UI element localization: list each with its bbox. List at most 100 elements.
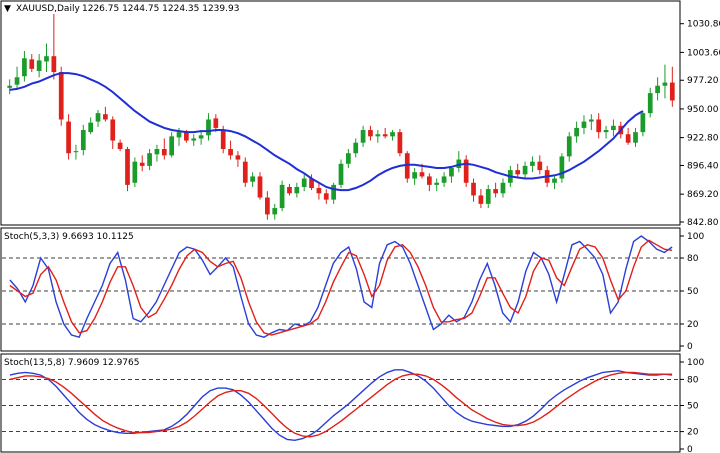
candle-body <box>88 122 94 133</box>
stochastic-tick-label: 100 <box>687 358 704 368</box>
candle-body <box>132 161 138 183</box>
candle-body <box>360 130 366 143</box>
candle-body <box>382 134 388 137</box>
candle-body <box>235 155 241 160</box>
candle-body <box>154 149 160 155</box>
candle-body <box>353 142 359 154</box>
candle-body <box>669 82 675 101</box>
price-tick-label: 1003.60 <box>687 48 720 58</box>
candle-body <box>375 134 381 137</box>
candle-body <box>169 136 175 156</box>
candle-body <box>198 135 204 139</box>
stochastic-1-signal-line <box>9 239 673 336</box>
price-tick-label: 896.40 <box>687 161 719 171</box>
candle-body <box>397 132 403 154</box>
price-tick-label: 977.20 <box>687 76 719 86</box>
candle-body <box>559 156 565 179</box>
stochastic-2-axis: 100 80 50 20 0 <box>680 358 704 453</box>
stochastic-tick-label: 0 <box>687 445 693 453</box>
candle-body <box>434 182 440 185</box>
candle-body <box>51 56 57 73</box>
moving-average-line <box>9 72 644 192</box>
stochastic-2-main-line <box>9 369 673 442</box>
candle-body <box>419 172 425 177</box>
candle-body <box>36 60 42 71</box>
price-tick-label: 922.80 <box>687 134 719 144</box>
candle-body <box>220 130 226 150</box>
candle-body <box>301 178 307 187</box>
candle-body <box>390 132 395 137</box>
candle-body <box>294 186 300 194</box>
candle-body <box>228 149 233 156</box>
stochastic-tick-label: 50 <box>687 287 699 297</box>
candle-body <box>191 138 197 141</box>
candle-body <box>574 127 579 137</box>
price-panel-border <box>0 0 681 226</box>
stochastic-1-title: Stoch(5,3,3) 9.6693 10.1125 <box>4 232 134 242</box>
candle-body <box>633 132 638 143</box>
candle-body <box>603 130 609 133</box>
dropdown-triangle-icon[interactable]: ▼ <box>4 4 11 14</box>
candle-body <box>463 159 469 183</box>
candle-body <box>404 153 410 179</box>
price-tick-label: 842.80 <box>687 218 719 228</box>
stochastic-panel-2: 100 80 50 20 0 Stoch(13,5,8) 7.9609 12.9765 <box>0 353 704 453</box>
candle-body <box>640 113 646 133</box>
price-panel: 1030.80 1003.60 977.20 950.00 922.80 896.40 86… <box>0 0 720 228</box>
candle-body <box>125 149 130 185</box>
candle-body <box>426 176 432 185</box>
candle-body <box>338 163 344 185</box>
candle-body <box>493 189 498 194</box>
candle-body <box>14 77 20 85</box>
candle-body <box>647 93 653 114</box>
candle-body <box>206 119 211 136</box>
candle-body <box>242 161 248 183</box>
stochastic-tick-label: 0 <box>687 342 693 352</box>
candle-body <box>265 197 270 215</box>
price-tick-label: 950.00 <box>687 105 719 115</box>
stochastic-tick-label: 80 <box>687 375 699 385</box>
candle-body <box>485 189 491 204</box>
candle-body <box>368 130 373 137</box>
candle-body <box>250 176 256 182</box>
candle-body <box>272 208 278 215</box>
candle-body <box>655 85 660 94</box>
candle-body <box>147 153 152 166</box>
candle-body <box>257 176 263 198</box>
candle-body <box>58 72 64 120</box>
stochastic-panel-1-border <box>0 227 681 352</box>
candle-body <box>537 161 543 171</box>
candle-body <box>530 161 535 166</box>
stochastic-1-axis: 100 80 50 20 0 <box>680 232 704 352</box>
candle-body <box>323 193 329 200</box>
stochastic-panel-1: 100 80 50 20 0 Stoch(5,3,3) 9.6693 10.1125 <box>0 227 704 352</box>
candle-body <box>552 178 557 183</box>
candle-body <box>309 178 314 189</box>
candle-body <box>95 113 101 122</box>
candle-body <box>596 119 602 133</box>
candle-body <box>279 184 285 209</box>
candles-layer <box>7 14 675 220</box>
candle-body <box>588 119 594 122</box>
candle-body <box>161 149 167 156</box>
candle-body <box>184 132 189 141</box>
candle-body <box>66 121 71 154</box>
symbol-label: XAUUSD,Daily <box>16 4 80 14</box>
candle-body <box>331 184 336 200</box>
candle-body <box>478 195 484 204</box>
candle-body <box>346 153 351 164</box>
stochastic-tick-label: 80 <box>687 254 699 264</box>
candle-body <box>581 121 587 128</box>
ohlc-values: 1226.75 1244.75 1224.35 1239.93 <box>82 4 239 14</box>
stochastic-tick-label: 50 <box>687 402 699 412</box>
candle-body <box>44 56 49 62</box>
candle-body <box>522 165 528 175</box>
candle-body <box>566 136 572 157</box>
candle-body <box>29 59 35 69</box>
candle-body <box>449 167 454 177</box>
candle-body <box>213 118 219 128</box>
stochastic-1-levels <box>2 257 679 325</box>
candle-body <box>500 182 506 194</box>
candle-body <box>611 125 616 131</box>
